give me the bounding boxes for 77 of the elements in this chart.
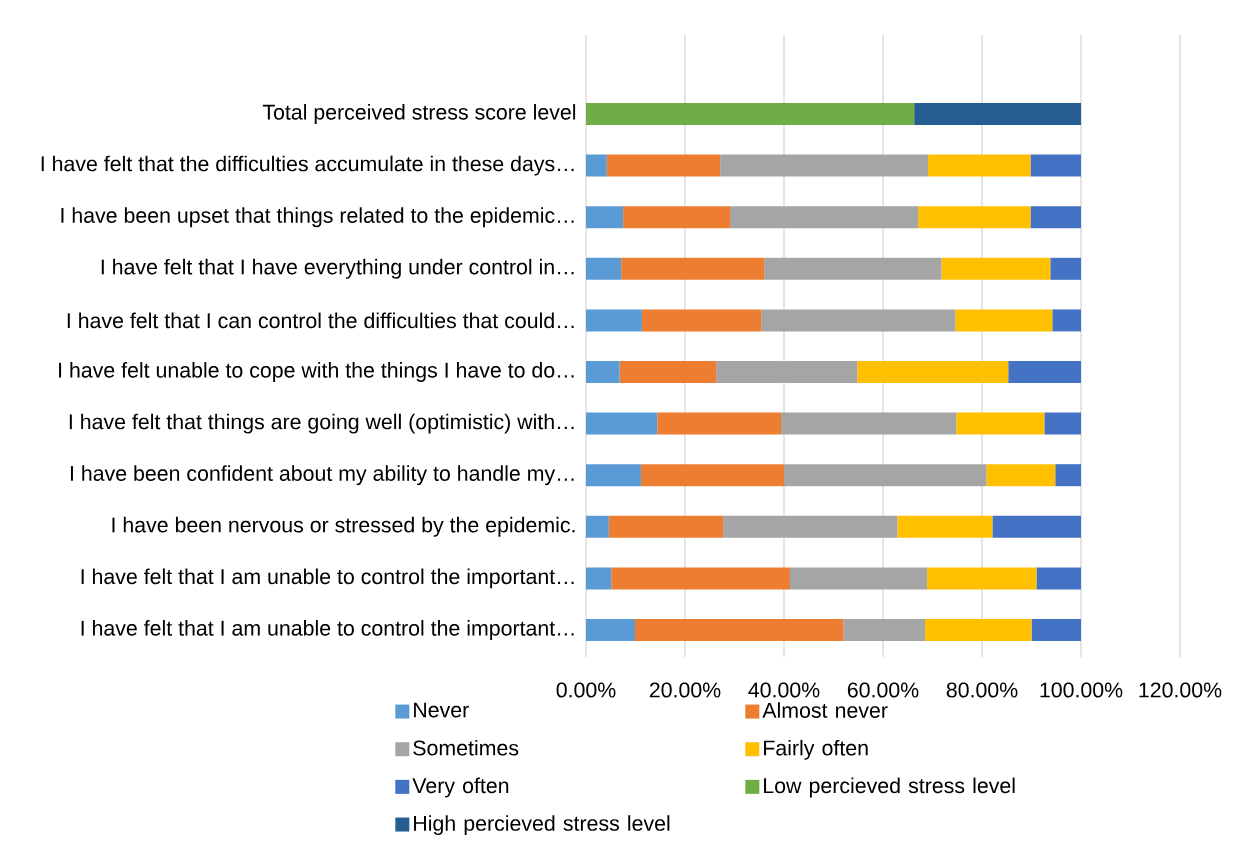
- y-tick-label: I have felt that I am unable to control the important…: [81, 620, 574, 640]
- x-tick-label: 40.00%: [748, 682, 820, 698]
- y-tick-label: I have felt that things are going well (optimistic) with…: [69, 413, 574, 434]
- bar: [586, 102, 915, 125]
- bar: [720, 154, 929, 177]
- legend-label: Sometimes: [413, 739, 519, 756]
- bar: [843, 619, 926, 642]
- bar: [857, 361, 1009, 383]
- legend-label: Fairly often: [764, 739, 868, 760]
- x-tick-label: 120.00%: [1139, 682, 1222, 698]
- bar: [586, 309, 642, 332]
- legend-label: Never: [414, 702, 469, 718]
- bar: [586, 464, 641, 487]
- bar: [1036, 567, 1081, 590]
- y-tick-label: I have felt that I am unable to control the important…: [81, 568, 574, 589]
- bar: [635, 619, 844, 642]
- bar: [608, 515, 724, 538]
- y-tick-label: I have felt unable to cope with the things I have to do…: [59, 362, 574, 382]
- bar: [619, 361, 717, 383]
- bar: [586, 567, 612, 590]
- y-tick-label: Total perceived stress score level: [262, 104, 576, 124]
- bar: [928, 154, 1031, 177]
- y-tick-label: I have felt that I have everything under control in…: [101, 258, 574, 279]
- bar: [1055, 464, 1081, 487]
- bar: [956, 412, 1045, 435]
- legend-label: Low percieved stress level: [764, 777, 1015, 798]
- bar: [1008, 361, 1081, 383]
- legend-label: High percieved stress level: [414, 815, 670, 836]
- bar: [1052, 309, 1081, 332]
- x-tick-label: 80.00%: [946, 682, 1018, 698]
- bar: [1031, 619, 1081, 642]
- x-tick-label: 100.00%: [1040, 682, 1123, 698]
- bar: [781, 412, 957, 435]
- bar: [640, 464, 784, 487]
- bar: [955, 309, 1053, 332]
- bar: [925, 619, 1032, 642]
- bar: [730, 206, 919, 229]
- bar: [657, 412, 782, 435]
- y-tick-label: I have been confident about my ability to handle my…: [70, 465, 574, 486]
- bar: [586, 206, 624, 229]
- x-tick-label: 0.00%: [556, 682, 616, 698]
- bar: [761, 309, 956, 332]
- bar: [586, 361, 620, 383]
- bar: [611, 567, 790, 590]
- bar: [586, 619, 636, 642]
- bar: [723, 515, 898, 538]
- bar: [1030, 206, 1081, 229]
- bar: [1050, 257, 1081, 280]
- bar: [914, 102, 1082, 125]
- bar: [897, 515, 993, 538]
- legend-label: Very often: [412, 777, 509, 798]
- bar: [586, 412, 658, 435]
- bar: [784, 464, 987, 487]
- bar: [623, 206, 731, 229]
- bar: [764, 257, 942, 280]
- legend-label: Almost never: [762, 702, 888, 718]
- bar: [941, 257, 1051, 280]
- bar: [992, 515, 1081, 538]
- bar: [586, 257, 622, 280]
- x-tick-label: 20.00%: [649, 682, 721, 698]
- bar: [586, 515, 609, 538]
- y-tick-label: I have felt that the difficulties accumulate in these days…: [41, 155, 574, 176]
- bar: [641, 309, 762, 332]
- y-tick-label: I have felt that I can control the difficulties that could…: [67, 312, 574, 329]
- bar: [918, 206, 1031, 229]
- bar: [716, 361, 858, 383]
- bar: [1044, 412, 1081, 435]
- y-tick-label: I have been upset that things related to the epidemic…: [61, 207, 574, 228]
- bar: [927, 567, 1037, 590]
- bar: [1030, 154, 1081, 177]
- bar: [621, 257, 765, 280]
- bar: [789, 567, 928, 590]
- x-tick-label: 60.00%: [847, 682, 919, 698]
- bar: [586, 154, 607, 177]
- bar: [986, 464, 1056, 487]
- y-tick-label: I have been nervous or stressed by the epidemic.: [112, 516, 575, 537]
- bar: [606, 154, 721, 177]
